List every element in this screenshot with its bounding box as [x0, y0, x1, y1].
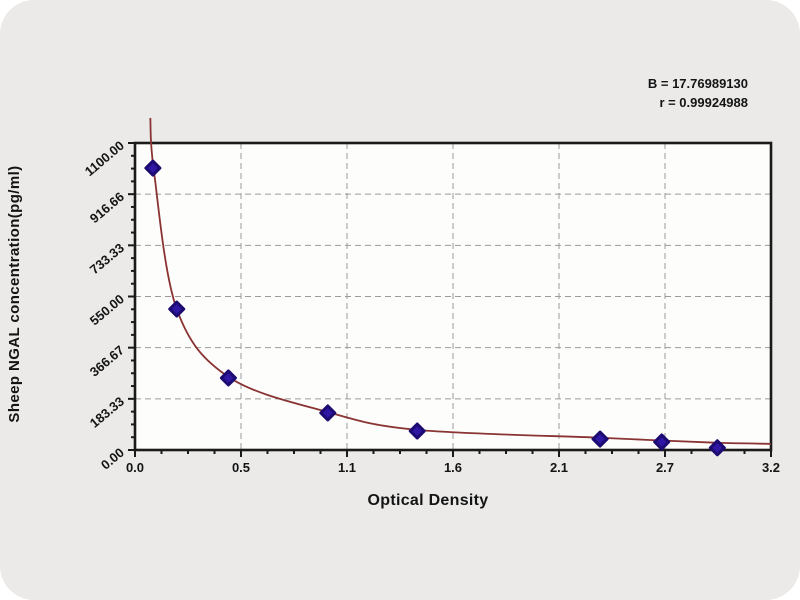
- x-tick-label: 0.0: [126, 460, 144, 475]
- y-tick-label: 916.66: [87, 189, 127, 226]
- data-point: [319, 404, 337, 422]
- y-tick-label: 0.00: [98, 445, 127, 473]
- y-tick-label: 550.00: [87, 291, 127, 328]
- x-tick-label: 1.1: [338, 460, 356, 475]
- y-tick-label: 733.33: [87, 240, 127, 277]
- x-axis-title: Optical Density: [367, 492, 489, 509]
- data-point: [591, 430, 609, 448]
- data-point: [408, 422, 426, 440]
- fit-statistic-b: B = 17.76989130: [647, 76, 748, 91]
- x-tick-label: 2.1: [550, 460, 568, 475]
- data-point: [144, 159, 162, 177]
- data-point: [219, 369, 237, 387]
- x-tick-label: 2.7: [656, 460, 674, 475]
- y-axis-title: Sheep NGAL concentration(pg/ml): [6, 165, 23, 423]
- data-point: [168, 300, 186, 318]
- data-point: [708, 439, 726, 457]
- data-point: [653, 433, 671, 451]
- x-tick-label: 0.5: [232, 460, 250, 475]
- x-tick-label: 3.2: [762, 460, 780, 475]
- fit-statistic-r: r = 0.99924988: [659, 95, 748, 110]
- x-tick-label: 1.6: [444, 460, 462, 475]
- fit-statistics: B = 17.76989130 r = 0.99924988: [648, 74, 748, 112]
- y-tick-label: 183.33: [87, 394, 127, 431]
- y-tick-label: 1100.00: [82, 138, 127, 179]
- y-tick-label: 366.67: [87, 342, 127, 379]
- fit-curve: [149, 117, 772, 445]
